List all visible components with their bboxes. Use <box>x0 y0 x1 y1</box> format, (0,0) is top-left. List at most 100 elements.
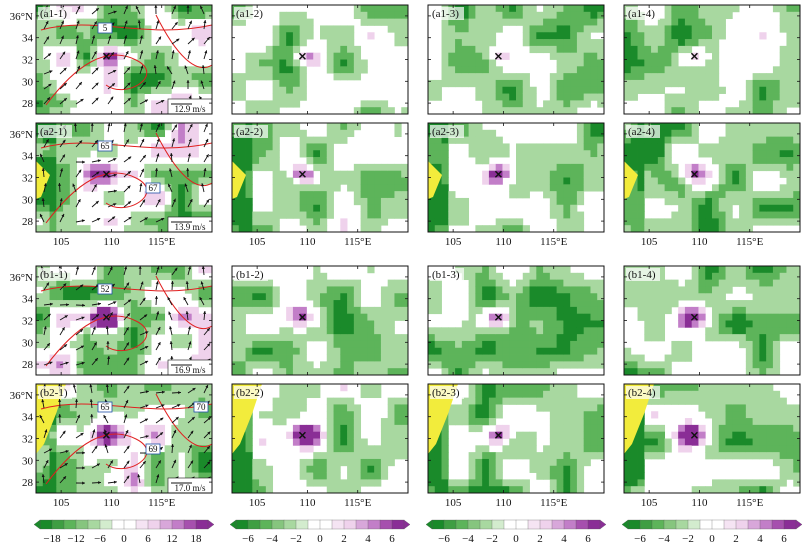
field-cell <box>340 486 348 493</box>
field-cell <box>725 163 733 172</box>
field-cell <box>718 163 726 172</box>
field-cell <box>671 163 679 172</box>
field-cell <box>151 424 159 433</box>
field-cell <box>597 93 604 101</box>
field-cell <box>110 11 118 20</box>
field-cell <box>252 354 260 362</box>
field-cell <box>671 79 679 88</box>
field-cell <box>232 218 240 226</box>
field-cell <box>103 424 111 433</box>
field-cell <box>340 452 348 460</box>
field-cell <box>630 354 638 362</box>
field-cell <box>191 384 199 392</box>
contour-line <box>45 54 148 106</box>
field-cell <box>205 293 212 301</box>
field-cell <box>286 327 294 335</box>
field-cell <box>563 320 571 328</box>
wind-vector-head <box>160 417 164 421</box>
field-cell <box>576 340 585 349</box>
field-cell <box>516 279 524 287</box>
wind-vector-head <box>112 216 116 220</box>
field-cell <box>96 18 105 26</box>
field-cell <box>705 204 713 212</box>
panel-label: (b1-4) <box>628 269 656 281</box>
field-cell <box>232 479 240 487</box>
field-cell <box>96 347 105 355</box>
field-cell <box>766 107 774 114</box>
field-cell <box>759 300 767 308</box>
field-cell <box>657 52 666 60</box>
field-cell <box>245 184 253 192</box>
field-cell <box>752 197 760 206</box>
field-cell <box>326 424 334 433</box>
field-cell <box>110 25 118 33</box>
field-cell <box>387 5 395 13</box>
field-cell <box>698 32 706 40</box>
field-cell <box>103 66 111 74</box>
field-cell <box>536 45 544 54</box>
field-cell <box>151 397 159 405</box>
field-cell <box>712 197 720 206</box>
field-cell <box>428 93 436 101</box>
field-cell <box>455 368 463 375</box>
field-cell <box>705 93 713 101</box>
field-cell <box>475 59 483 67</box>
field-cell <box>759 334 767 342</box>
field-cell <box>759 272 767 281</box>
field-cell <box>401 340 408 349</box>
contour-value-box <box>145 182 161 194</box>
field-cell <box>205 320 212 328</box>
field-cell <box>793 129 800 138</box>
field-cell <box>96 11 105 20</box>
field-cell <box>326 66 334 74</box>
field-cell <box>333 32 341 40</box>
field-cell <box>36 79 44 88</box>
wind-vector-head <box>203 168 207 172</box>
field-cell <box>374 204 382 212</box>
wind-vector-head <box>169 341 173 345</box>
field-cell <box>76 293 84 301</box>
field-cell <box>772 129 781 138</box>
field-cell <box>340 39 348 47</box>
field-cell <box>238 320 246 328</box>
field-cell <box>516 100 524 108</box>
field-cell <box>83 300 91 308</box>
field-cell <box>441 59 449 67</box>
wind-vector-head <box>203 311 207 314</box>
panel-label-bg <box>430 125 464 138</box>
field-cell <box>786 136 794 144</box>
field-cell <box>83 184 91 192</box>
field-cell <box>583 123 591 131</box>
field-cell <box>103 390 111 399</box>
field-cell <box>374 354 382 362</box>
field-cell <box>232 143 240 151</box>
reference-vector-box <box>167 359 212 375</box>
field-cell <box>718 177 726 185</box>
field-cell <box>117 438 125 446</box>
field-cell <box>306 52 314 60</box>
field-cell <box>137 45 145 54</box>
field-cell <box>374 225 382 232</box>
field-cell <box>570 340 578 349</box>
field-cell <box>752 286 760 294</box>
field-cell <box>265 286 274 294</box>
field-cell <box>353 45 362 54</box>
field-cell <box>387 327 395 335</box>
field-cell <box>583 93 591 101</box>
field-cell <box>171 150 179 158</box>
field-cell <box>536 11 544 20</box>
field-cell <box>779 93 787 101</box>
field-cell <box>583 184 591 192</box>
y-tick-label: 32 <box>22 316 33 328</box>
field-cell <box>570 11 578 20</box>
field-cell <box>76 361 84 369</box>
field-cell <box>380 445 389 453</box>
field-cell <box>191 313 199 321</box>
field-cell <box>380 211 389 219</box>
field-cell <box>171 272 179 281</box>
field-cell <box>286 177 294 185</box>
field-cell <box>630 361 638 369</box>
field-cell <box>732 136 740 144</box>
field-cell <box>678 286 686 294</box>
field-cell <box>83 25 91 33</box>
